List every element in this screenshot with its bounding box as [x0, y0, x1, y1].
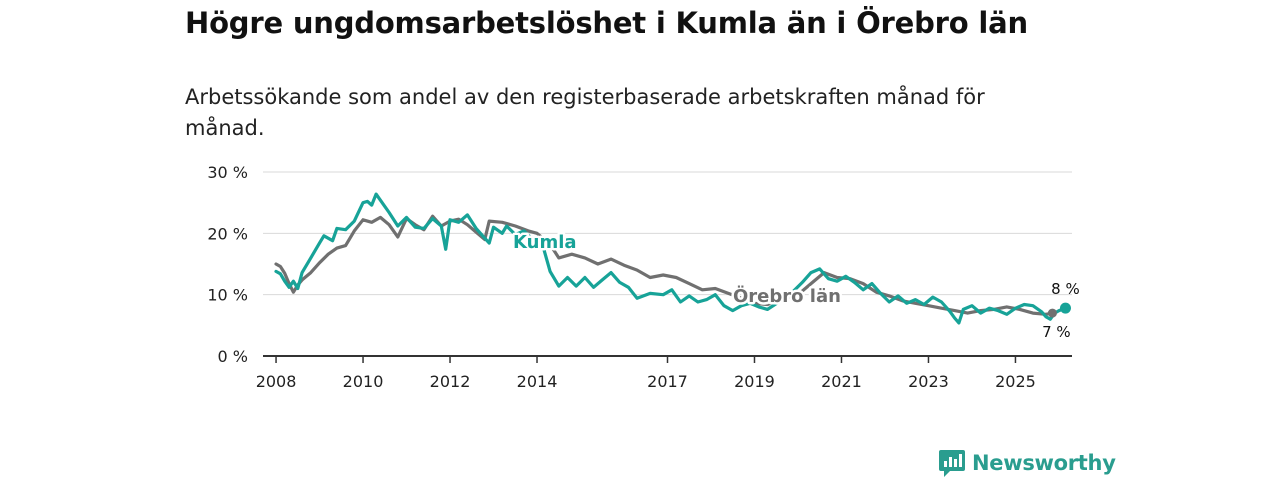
x-tick-label: 2025 — [995, 372, 1036, 391]
series-label-orebro-halo: Örebro län — [733, 285, 841, 307]
brand-logo: Newsworthy — [938, 447, 1116, 479]
x-tick-label: 2008 — [256, 372, 297, 391]
x-tick-label: 2012 — [430, 372, 471, 391]
series-label-kumla: Kumla — [513, 232, 577, 253]
chart-title: Högre ungdomsarbetslöshet i Kumla än i Ö… — [185, 6, 1028, 40]
x-tick-label: 2010 — [343, 372, 384, 391]
y-tick-label: 10 % — [207, 286, 248, 305]
end-point-orebro — [1047, 308, 1057, 318]
end-label-kumla: 8 % — [1051, 280, 1080, 298]
x-tick-label: 2019 — [734, 372, 775, 391]
chart-subtitle: Arbetssökande som andel av den registerb… — [185, 85, 985, 140]
x-tick-label: 2017 — [647, 372, 688, 391]
y-tick-label: 0 % — [218, 347, 248, 366]
series-label-orebro: Örebro län — [733, 285, 841, 307]
y-tick-label: 20 % — [207, 224, 248, 243]
y-tick-label: 30 % — [207, 163, 248, 182]
series-line-kumla — [274, 192, 1068, 325]
x-tick-label: 2014 — [517, 372, 558, 391]
series-label-kumla-halo: Kumla — [513, 232, 577, 253]
end-label-orebro: 7 % — [1042, 323, 1071, 341]
x-tick-label: 2021 — [821, 372, 862, 391]
brand-name: Newsworthy — [972, 451, 1116, 475]
end-point-kumla — [1059, 302, 1071, 314]
newsworthy-logo-icon — [939, 450, 965, 477]
x-tick-label: 2023 — [908, 372, 949, 391]
